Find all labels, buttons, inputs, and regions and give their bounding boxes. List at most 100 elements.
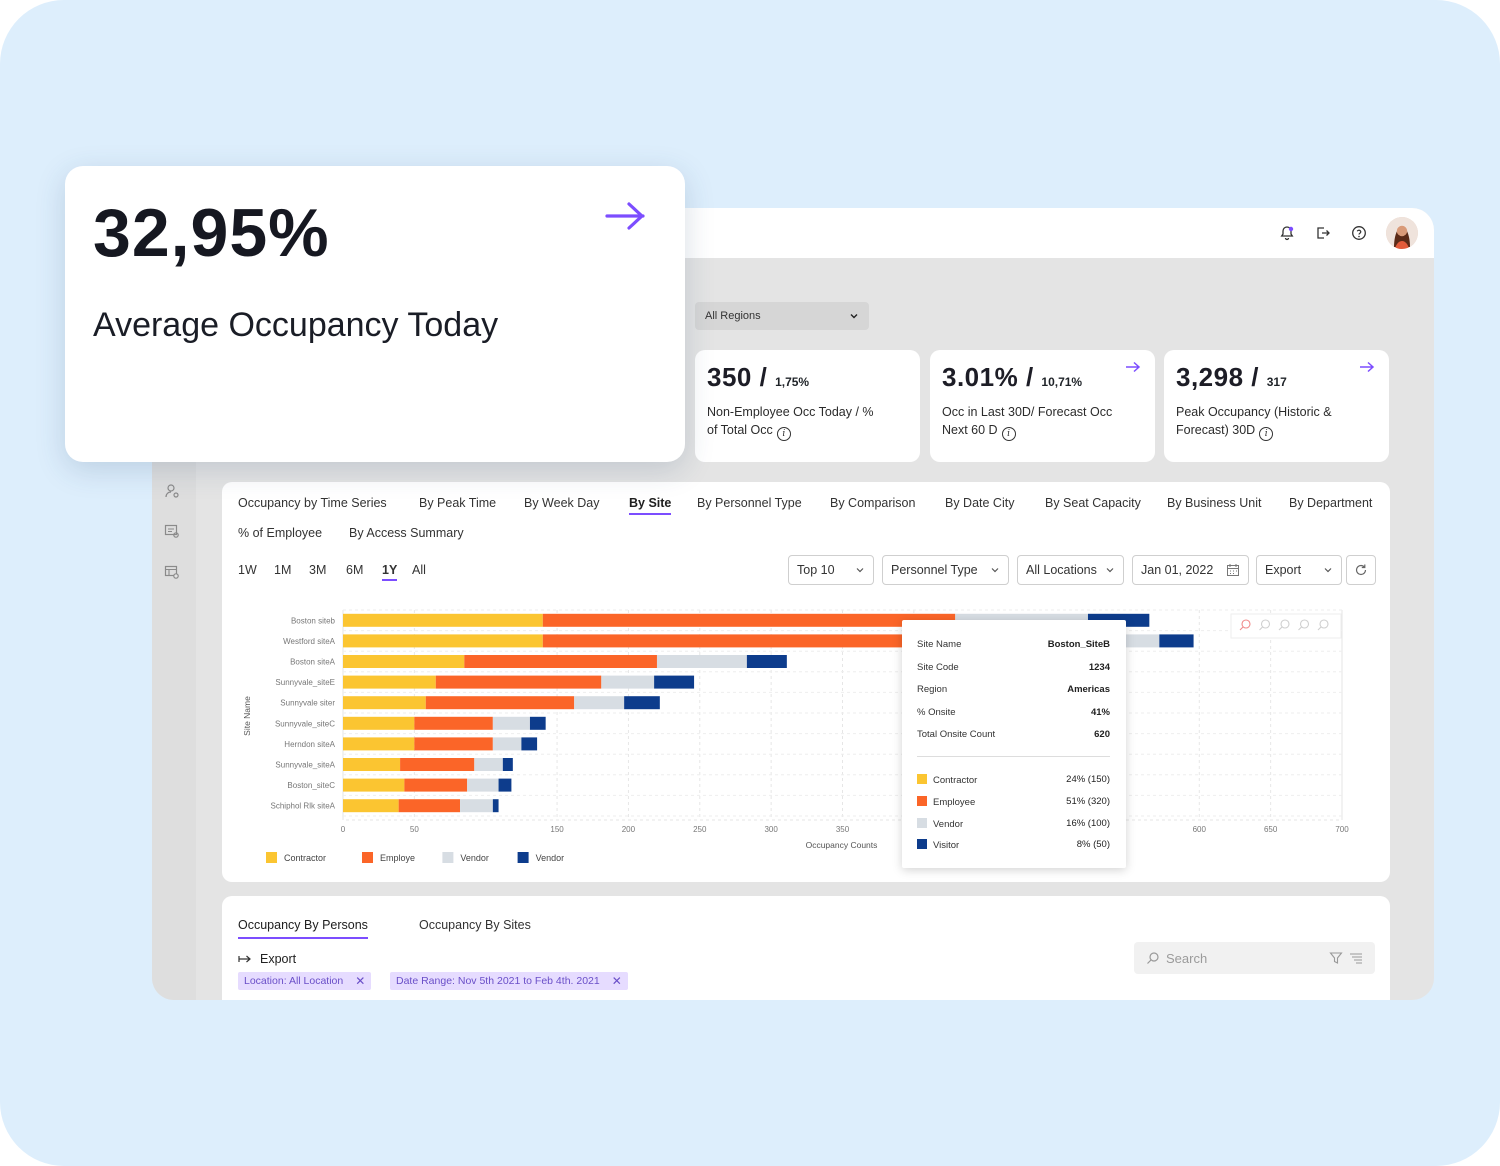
tab-by-department[interactable]: By Department <box>1289 496 1373 510</box>
avatar[interactable] <box>1386 217 1418 249</box>
kpi-sub-value: 1,75% <box>775 375 810 389</box>
chart-toolbar <box>1230 613 1342 639</box>
range-1w[interactable]: 1W <box>238 563 257 577</box>
tab-by-comparison[interactable]: By Comparison <box>830 496 916 510</box>
range-1m[interactable]: 1M <box>274 563 292 577</box>
export-arrow-icon <box>238 955 251 963</box>
tab-by-site[interactable]: By Site <box>629 496 672 515</box>
zoom-out-icon[interactable] <box>1280 619 1290 629</box>
table-settings-icon[interactable] <box>164 564 182 582</box>
pan-icon-handle <box>1298 626 1302 631</box>
y-tick-label: Boston siteA <box>290 658 336 667</box>
arrow-right-icon[interactable] <box>1125 360 1141 378</box>
bar-segment <box>343 716 415 730</box>
bar-segment <box>656 655 747 668</box>
legend-label: Contractor <box>284 853 326 863</box>
top-n-select[interactable]: Top 10 <box>788 555 874 585</box>
filter-chip-label: Location: All Location <box>244 975 344 987</box>
bar-segment <box>464 655 657 668</box>
range-6m[interactable]: 6M <box>346 563 364 577</box>
refresh-button[interactable] <box>1346 555 1376 585</box>
pan-icon[interactable] <box>1299 619 1310 629</box>
chart-tooltip: Site Name Boston_SiteB Site Code 1234 Regi… <box>902 620 1126 868</box>
region-select[interactable]: All Regions <box>695 302 869 330</box>
sort-lines-icon[interactable] <box>1349 951 1363 965</box>
bar-segment <box>542 634 959 648</box>
user-icon[interactable] <box>164 483 182 501</box>
tab-occupancy-by-persons[interactable]: Occupancy By Persons <box>238 918 368 939</box>
bar-segment <box>529 716 546 730</box>
y-tick-label: Sunnyvale_siteA <box>275 761 335 770</box>
locations-select[interactable]: All Locations <box>1017 555 1124 585</box>
x-tick-label: 250 <box>693 825 707 834</box>
info-icon[interactable]: i <box>1259 427 1274 441</box>
reset-icon[interactable] <box>1319 619 1329 629</box>
bar-segment <box>492 737 522 751</box>
tab-by-week-day[interactable]: By Week Day <box>524 496 600 510</box>
kpi-sub-value: 10,71% <box>1041 375 1083 389</box>
bar-segment <box>521 737 538 751</box>
search-input[interactable]: Search <box>1134 942 1375 974</box>
legend-swatch <box>266 852 277 863</box>
report-icon[interactable] <box>164 523 182 541</box>
export-button[interactable]: Export <box>238 952 296 966</box>
refresh-icon <box>1355 564 1367 576</box>
tooltip-legend-row: Contractor 24% (150) <box>917 774 1110 786</box>
tooltip-row: Region Americas <box>917 684 1110 695</box>
range-3m[interactable]: 3M <box>309 563 327 577</box>
arrow-right-icon[interactable] <box>1359 360 1375 378</box>
y-tick-label: Boston siteb <box>291 616 336 625</box>
info-icon[interactable]: i <box>776 427 791 441</box>
info-icon[interactable]: i <box>1001 427 1016 441</box>
x-tick-label: 600 <box>1193 825 1207 834</box>
bar-segment <box>542 613 956 627</box>
tooltip-label: Employee <box>933 797 976 808</box>
close-icon[interactable]: ✕ <box>355 974 366 988</box>
bar-segment <box>574 696 625 710</box>
x-tick-label: 300 <box>764 825 778 834</box>
tab-percent-of-employee[interactable]: % of Employee <box>238 526 323 540</box>
bar-segment <box>343 758 401 771</box>
close-icon[interactable]: ✕ <box>611 974 622 988</box>
tooltip-row: Site Name Boston_SiteB <box>917 639 1110 650</box>
tab-by-business-unit[interactable]: By Business Unit <box>1167 496 1262 510</box>
date-picker[interactable]: Jan 01, 2022 <box>1132 555 1249 585</box>
x-tick-label: 650 <box>1264 825 1278 834</box>
help-icon[interactable] <box>1350 224 1368 242</box>
export-select[interactable]: Export <box>1256 555 1342 585</box>
tab-occupancy-by-time-series[interactable]: Occupancy by Time Series <box>238 496 387 510</box>
tab-by-date-city[interactable]: By Date City <box>945 496 1015 510</box>
arrow-right-icon[interactable] <box>605 200 647 237</box>
bar-segment <box>400 758 475 771</box>
tooltip-value: Americas <box>1067 684 1110 695</box>
tooltip-legend-row: Vendor 16% (100) <box>917 818 1110 830</box>
employee-swatch <box>917 796 927 806</box>
tooltip-value: 8% (50) <box>1076 839 1110 850</box>
personnel-type-value: Personnel Type <box>891 563 978 577</box>
x-tick-label: 0 <box>341 825 346 834</box>
tooltip-row: Site Code 1234 <box>917 662 1110 673</box>
y-tick-label: Westford siteA <box>283 637 336 646</box>
tab-by-personnel-type[interactable]: By Personnel Type <box>697 496 802 510</box>
tooltip-row: Total Onsite Count 620 <box>917 729 1110 740</box>
kpi-value: 3,298 / <box>1176 362 1267 392</box>
tooltip-label: % Onsite <box>917 707 956 718</box>
zoom-in-icon[interactable] <box>1241 619 1251 629</box>
export-value: Export <box>1265 563 1302 577</box>
bell-icon[interactable] <box>1278 224 1296 242</box>
logout-icon[interactable] <box>1314 224 1332 242</box>
range-all[interactable]: All <box>412 563 426 577</box>
range-1y[interactable]: 1Y <box>382 563 398 581</box>
tooltip-row: % Onsite 41% <box>917 707 1110 718</box>
tooltip-value: Boston_SiteB <box>1047 639 1110 650</box>
kpi-card-peak-occupancy: 3,298 / 317 Peak Occupancy (Historic & F… <box>1164 350 1389 462</box>
zoom-icon[interactable] <box>1260 619 1271 629</box>
tab-by-seat-capacity[interactable]: By Seat Capacity <box>1045 496 1141 510</box>
tab-by-access-summary[interactable]: By Access Summary <box>349 526 464 540</box>
tab-occupancy-by-sites[interactable]: Occupancy By Sites <box>419 918 531 932</box>
filter-icon[interactable] <box>1329 951 1343 965</box>
tab-by-peak-time[interactable]: By Peak Time <box>419 496 497 510</box>
bar-segment <box>492 799 499 813</box>
personnel-type-select[interactable]: Personnel Type <box>882 555 1009 585</box>
tooltip-value: 41% <box>1090 707 1110 718</box>
